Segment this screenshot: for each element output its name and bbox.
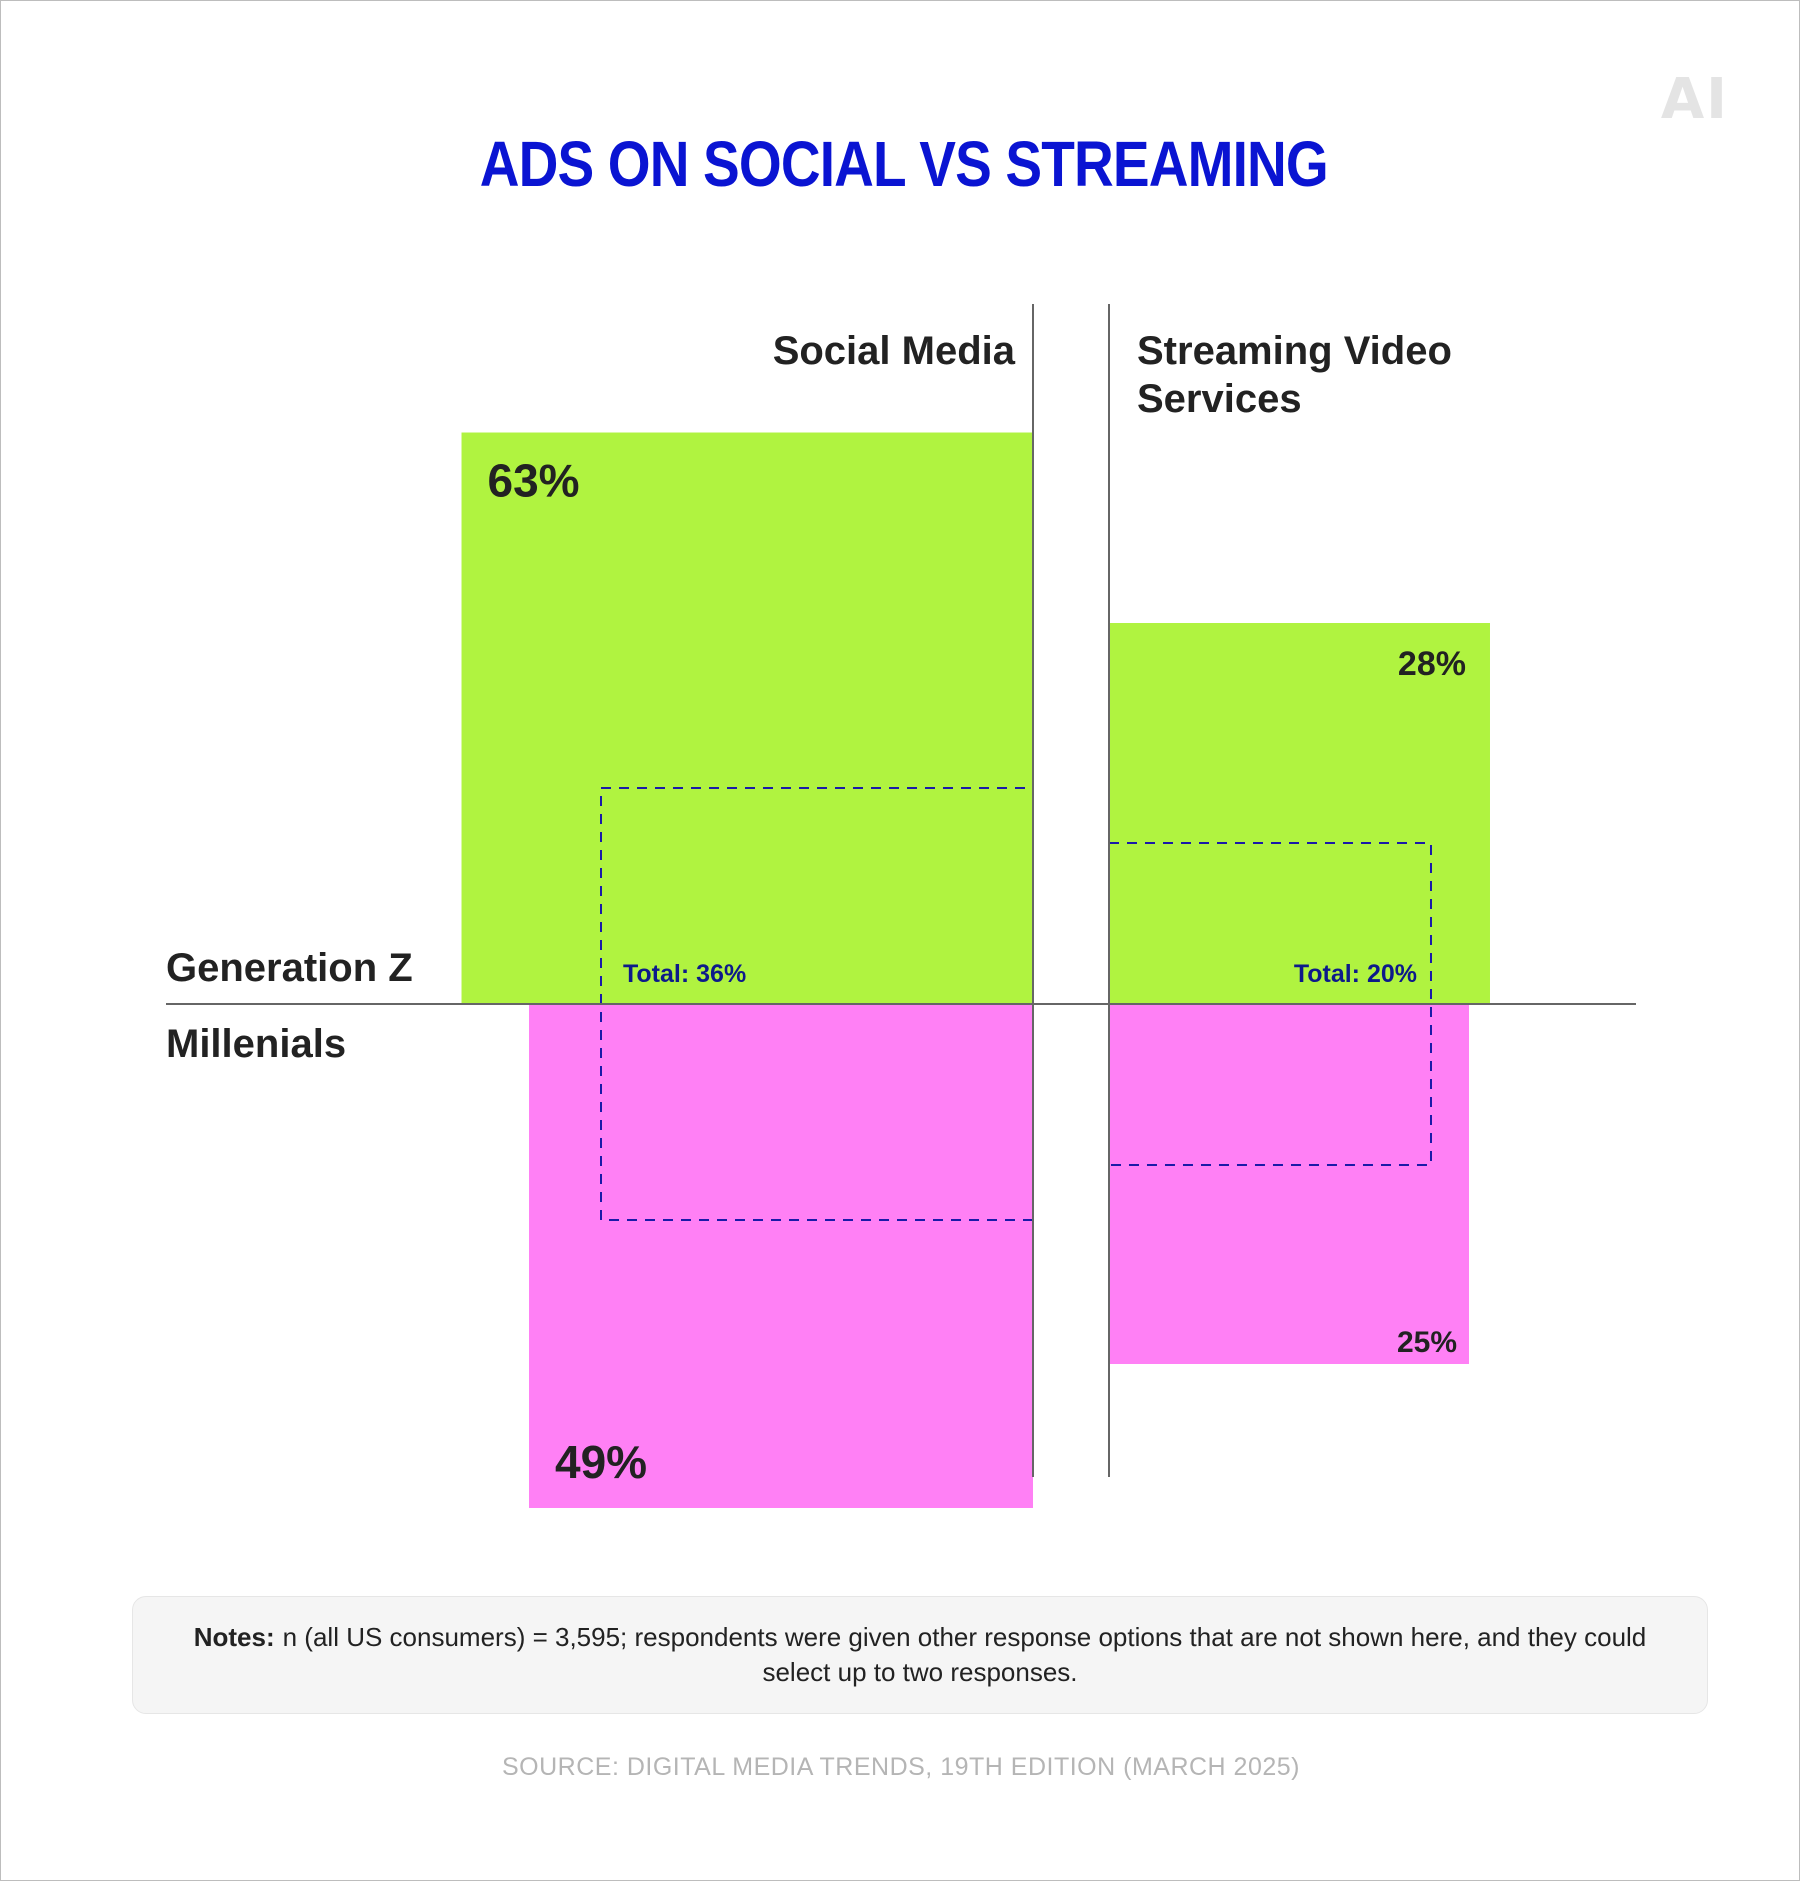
notes-text: Notes: n (all US consumers) = 3,595; resp… [193,1620,1647,1690]
label-genz-social: 63% [488,455,580,507]
category-label-streaming-line-1: Streaming Video [1137,329,1452,373]
category-label-streaming-line-2: Services [1137,377,1302,421]
label-genz-streaming: 28% [1398,645,1466,683]
notes-label: Notes: [193,1622,275,1652]
group-label-genz: Generation Z [166,946,413,990]
brand-logo: AI [1660,67,1729,132]
bar-genz-streaming [1109,623,1490,1004]
label-total-streaming: Total: 20% [1294,960,1417,988]
chart-title: ADS ON SOCIAL VS STREAMING [479,128,1329,200]
label-total-social: Total: 36% [623,960,746,988]
chart-area: 63% 49% Total: 36% 28% 25% Total: 20% Social M… [166,304,1636,1508]
source-line: SOURCE: DIGITAL MEDIA TRENDS, 19TH EDITI… [501,1753,1300,1781]
label-millenials-social: 49% [555,1436,647,1488]
label-millenials-streaming: 25% [1397,1326,1457,1359]
category-label-social: Social Media [773,329,1016,373]
bar-genz-social [461,432,1034,1005]
bar-millenials-streaming [1109,1004,1469,1364]
bar-millenials-social [529,1004,1033,1508]
notes-body: n (all US consumers) = 3,595; respondent… [282,1622,1647,1687]
group-label-millenials: Millenials [166,1022,346,1066]
notes-box: Notes: n (all US consumers) = 3,595; resp… [132,1596,1708,1714]
